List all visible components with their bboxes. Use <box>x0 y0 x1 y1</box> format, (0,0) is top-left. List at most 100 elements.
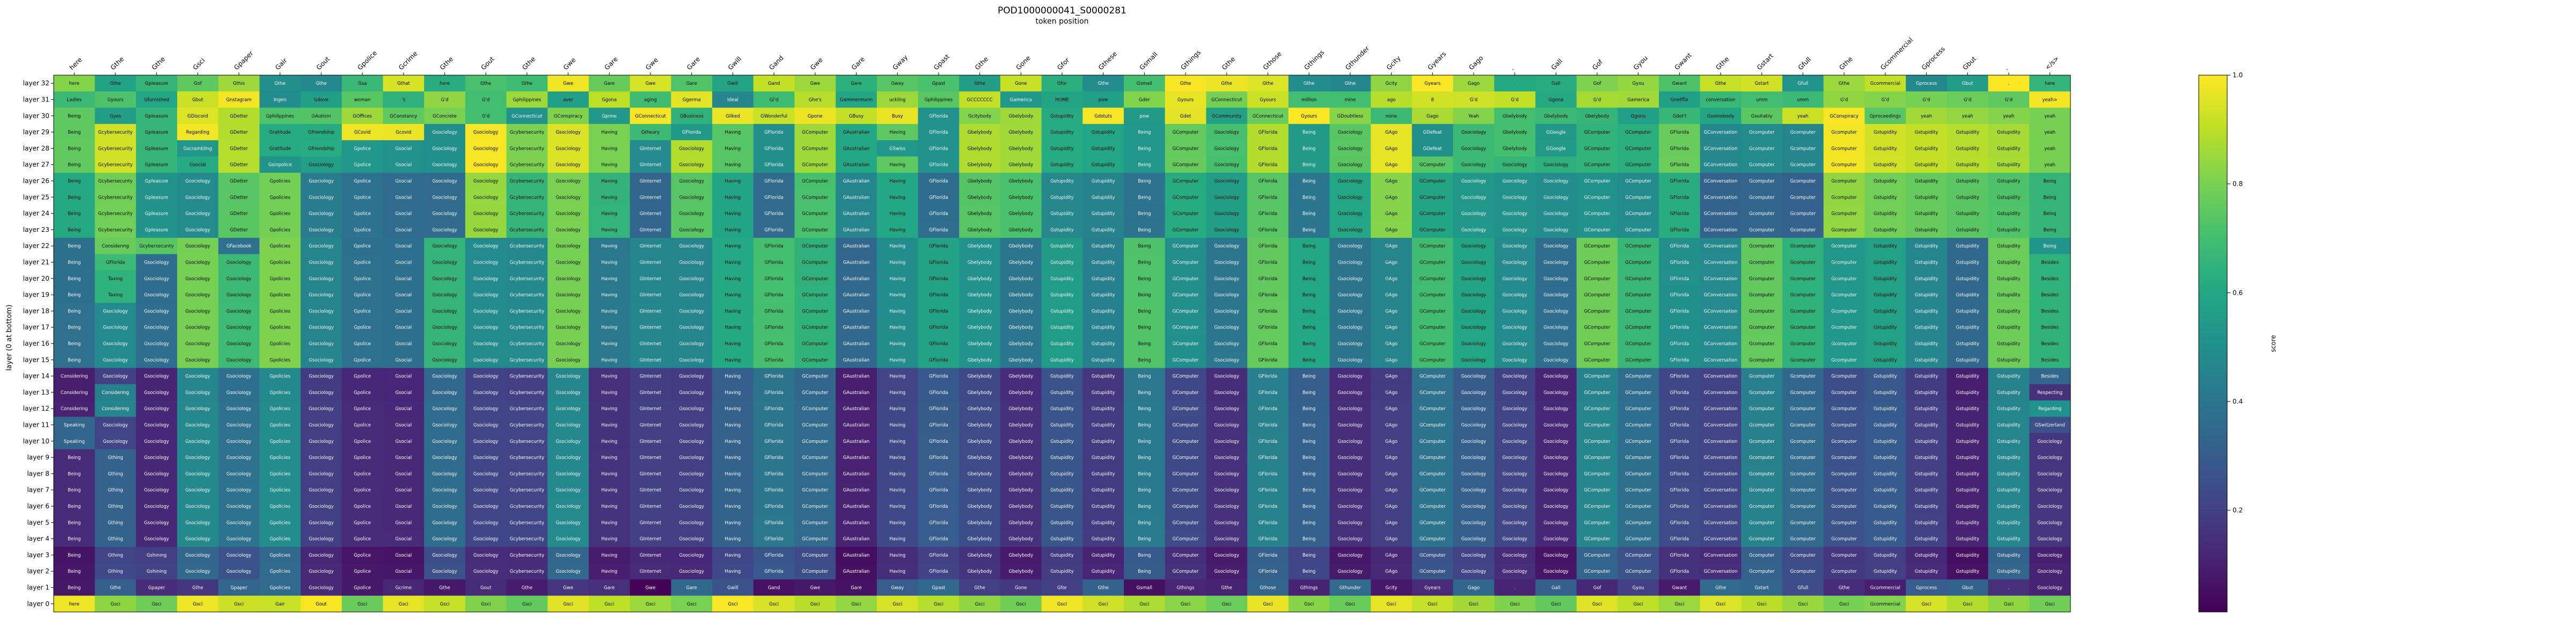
cell-label: GComputer <box>802 293 828 298</box>
cell-label: Gsociology <box>1502 195 1527 200</box>
y-tick-label: layer 22 <box>23 242 49 250</box>
cell-label: Gthe <box>275 81 286 86</box>
heatmap-cell <box>1535 352 1577 368</box>
cell-label: Gsociology <box>679 390 704 396</box>
cell-label: ago <box>1387 97 1396 103</box>
heatmap-cell <box>1371 335 1413 352</box>
cell-label: Gsociology <box>1543 439 1568 444</box>
cell-label: Gstupidity <box>1997 130 2021 135</box>
cell-label: GComputer <box>1625 195 1651 200</box>
cell-label: GComputer <box>1625 520 1651 526</box>
cell-label: Having <box>601 341 617 347</box>
cell-label: Gpolice <box>354 537 371 542</box>
cell-label: Gpast <box>932 81 946 86</box>
cell-label: Gbelybody <box>968 130 992 135</box>
heatmap-cell <box>1371 75 1413 92</box>
cell-label: Besides <box>2041 260 2059 265</box>
cell-label: Gstupidity <box>1050 406 1074 412</box>
heatmap-cell <box>1494 172 1536 189</box>
cell-label: Gthing <box>108 504 123 509</box>
heatmap-cell <box>1823 400 1865 417</box>
heatmap-cell <box>712 319 754 336</box>
heatmap-cell <box>1411 303 1454 320</box>
heatmap-cell <box>918 303 960 320</box>
cell-label: Gsocial <box>395 341 412 347</box>
cell-label: . <box>2008 81 2010 86</box>
cell-label: GComputer <box>1625 455 1651 461</box>
cell-label: Gsociology <box>309 276 333 282</box>
heatmap-cell <box>2029 352 2071 368</box>
heatmap-cell <box>1782 91 1824 108</box>
heatmap-cell <box>1946 205 1989 222</box>
cell-label: Gstupidity <box>1997 553 2021 558</box>
cell-label: Gstupidity <box>1874 504 1897 509</box>
heatmap-cell <box>1000 189 1042 206</box>
x-tick-label: Gare <box>685 55 701 71</box>
cell-label: Gbelybody <box>968 406 992 412</box>
cell-label: Gsociology <box>679 455 704 461</box>
cell-label: Gway <box>891 81 904 86</box>
heatmap-cell <box>1329 107 1371 125</box>
cell-label: Gcomputer <box>1831 374 1857 380</box>
cell-label: Gsci <box>1345 602 1355 607</box>
cell-label: GCommunity <box>1212 114 1242 119</box>
cell-label: GComputer <box>1625 358 1651 363</box>
cell-label: GGoogle <box>1546 146 1566 151</box>
heatmap-cell <box>1453 140 1495 157</box>
cell-label: Gcybersecurity <box>98 195 133 200</box>
heatmap-cell <box>671 75 713 92</box>
heatmap-cell <box>1082 140 1124 157</box>
heatmap-cell <box>1288 270 1330 287</box>
cell-label: Gstupidity <box>1050 114 1074 119</box>
cell-label: GFlorida <box>1670 569 1689 574</box>
cell-label: GDetter <box>230 146 248 151</box>
cell-label: Having <box>725 276 741 282</box>
cell-label: Gstupidity <box>1956 358 1979 363</box>
cell-label: Gstupidity <box>1997 309 2021 314</box>
cell-label: Gcybersecurity <box>510 309 544 314</box>
cell-label: Gsociology <box>555 455 580 461</box>
heatmap-cell <box>1864 319 1906 336</box>
cell-label: Gstupidity <box>1874 163 1897 168</box>
cell-label: GComputer <box>802 520 828 526</box>
cell-label: Having <box>725 244 741 249</box>
cell-label: Ggerma <box>683 97 701 103</box>
cell-label: Gsociology <box>226 439 251 444</box>
cell-label: Gago <box>1468 586 1480 591</box>
cell-label: Gsociology <box>185 455 210 461</box>
cell-label: Gare <box>851 586 861 591</box>
heatmap-cell <box>424 172 466 189</box>
heatmap-cell <box>1906 303 1948 320</box>
cell-label: Gstupidity <box>1915 537 1938 542</box>
cell-label: Gcitybody <box>968 114 991 119</box>
cell-label: GFlorida <box>106 260 125 265</box>
heatmap-cell <box>1659 238 1701 254</box>
cell-label: Gcomputer <box>1749 374 1775 380</box>
heatmap-cell <box>1371 156 1413 173</box>
cell-label: Gsci <box>564 602 573 607</box>
cell-label: Gstupidity <box>1092 569 1115 574</box>
heatmap-cell <box>630 254 671 271</box>
cell-label: Gcomputer <box>1831 228 1857 233</box>
cell-label: Being <box>1138 406 1151 412</box>
cell-label: Gof <box>1593 81 1602 86</box>
heatmap-cell <box>1494 75 1536 92</box>
cell-label: Gsociology <box>226 537 251 542</box>
cell-label: Gcybersecurity <box>510 569 544 574</box>
heatmap-cell <box>1041 221 1083 238</box>
cell-label: GComputer <box>1625 130 1651 135</box>
cell-label: GComputer <box>802 423 828 428</box>
cell-label: GConversation <box>1704 374 1738 380</box>
cell-label: Gbelybody <box>1008 244 1033 249</box>
cell-label: GComputer <box>1173 325 1199 331</box>
cell-label: GFlorida <box>764 244 784 249</box>
heatmap-cell <box>712 368 754 385</box>
cell-label: Gsociology <box>185 488 210 493</box>
heatmap-cell <box>1288 189 1330 206</box>
heatmap-cell <box>1288 368 1330 385</box>
heatmap-cell <box>465 400 507 417</box>
cell-label: GInternet <box>640 309 662 314</box>
cell-label: GComputer <box>1173 439 1199 444</box>
heatmap-cell <box>959 352 1001 368</box>
heatmap-cell <box>1782 270 1824 287</box>
